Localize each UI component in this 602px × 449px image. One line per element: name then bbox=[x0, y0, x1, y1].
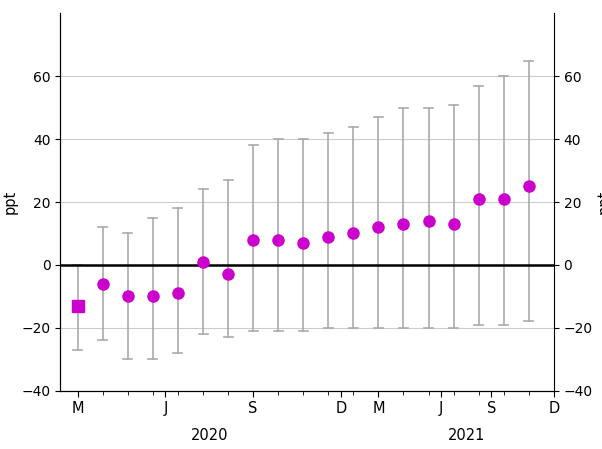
Text: 2020: 2020 bbox=[191, 428, 228, 443]
Y-axis label: ppt: ppt bbox=[597, 190, 602, 214]
Y-axis label: ppt: ppt bbox=[2, 190, 17, 214]
Text: 2021: 2021 bbox=[447, 428, 485, 443]
